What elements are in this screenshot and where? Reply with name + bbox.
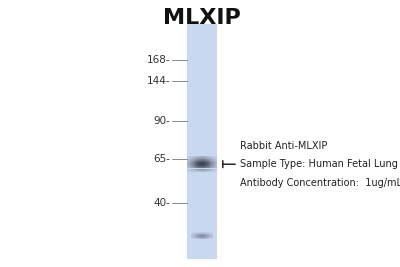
Bar (187, 24, 217, 259)
Text: Sample Type: Human Fetal Lung: Sample Type: Human Fetal Lung (240, 159, 398, 169)
Text: Antibody Concentration:  1ug/mL: Antibody Concentration: 1ug/mL (240, 178, 400, 188)
Text: 40-: 40- (153, 198, 170, 208)
Text: Rabbit Anti-MLXIP: Rabbit Anti-MLXIP (240, 140, 327, 151)
Text: MLXIP: MLXIP (163, 8, 241, 28)
Text: 144-: 144- (146, 76, 170, 87)
Text: 90-: 90- (153, 116, 170, 127)
Text: 65-: 65- (153, 154, 170, 164)
Text: 168-: 168- (146, 55, 170, 65)
